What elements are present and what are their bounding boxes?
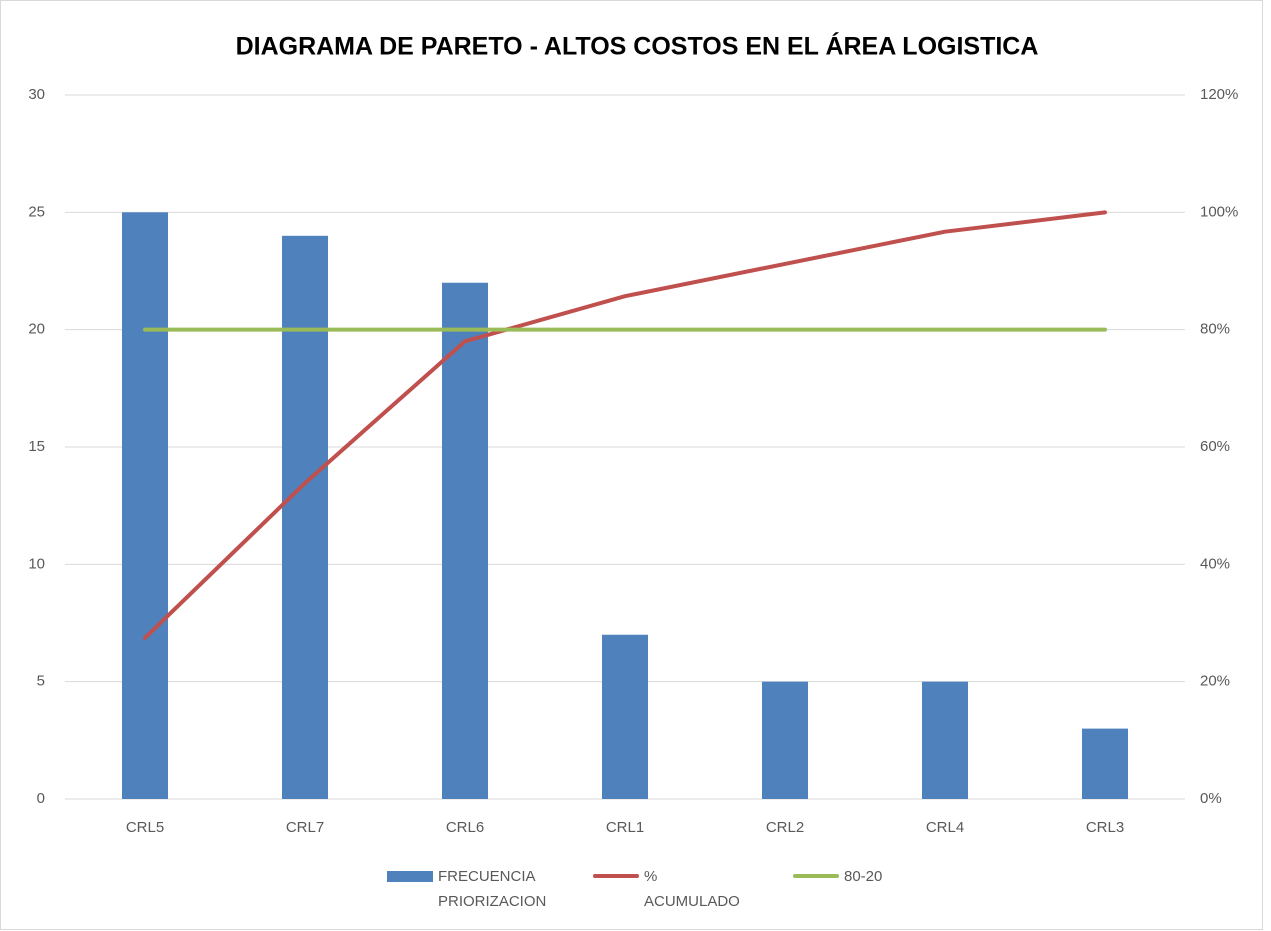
bar <box>282 235 328 800</box>
y-tick-label: 15 <box>28 438 45 455</box>
y-tick-label: 30 <box>28 86 45 103</box>
legend-swatch <box>793 874 839 878</box>
bar <box>1082 728 1128 799</box>
x-tick-label: CRL1 <box>606 819 644 836</box>
y-tick-label: 10 <box>28 555 45 572</box>
legend-swatch <box>593 874 639 878</box>
legend-swatch <box>387 871 433 882</box>
y-tick-label: 5 <box>37 673 45 690</box>
y2-tick-label: 80% <box>1200 321 1230 338</box>
bar <box>762 681 808 799</box>
x-tick-label: CRL5 <box>126 819 164 836</box>
x-tick-label: CRL3 <box>1086 819 1124 836</box>
legend-label: 80-20 <box>844 868 883 885</box>
y2-tick-label: 20% <box>1200 673 1230 690</box>
legend-label: FRECUENCIA PRIORIZACION <box>438 868 547 910</box>
bar <box>442 282 488 799</box>
legend-item: FRECUENCIA PRIORIZACION <box>387 864 578 914</box>
y-tick-label: 0 <box>37 790 45 807</box>
legend-item: % ACUMULADO <box>593 864 740 914</box>
bar <box>122 212 168 800</box>
y2-tick-label: 100% <box>1200 203 1238 220</box>
y2-tick-label: 120% <box>1200 86 1238 103</box>
bar <box>602 634 648 799</box>
x-tick-label: CRL4 <box>926 819 964 836</box>
legend-label: % ACUMULADO <box>644 868 740 910</box>
x-tick-label: CRL2 <box>766 819 804 836</box>
y2-tick-label: 40% <box>1200 555 1230 572</box>
legend-item: 80-20 <box>793 864 924 889</box>
y2-tick-label: 0% <box>1200 790 1222 807</box>
y-tick-label: 20 <box>28 321 45 338</box>
x-tick-label: CRL7 <box>286 819 324 836</box>
chart-title: DIAGRAMA DE PARETO - ALTOS COSTOS EN EL … <box>236 32 1039 61</box>
line-series <box>143 210 1107 640</box>
bar <box>922 681 968 799</box>
x-tick-label: CRL6 <box>446 819 484 836</box>
y2-tick-label: 60% <box>1200 438 1230 455</box>
y-tick-label: 25 <box>28 203 45 220</box>
